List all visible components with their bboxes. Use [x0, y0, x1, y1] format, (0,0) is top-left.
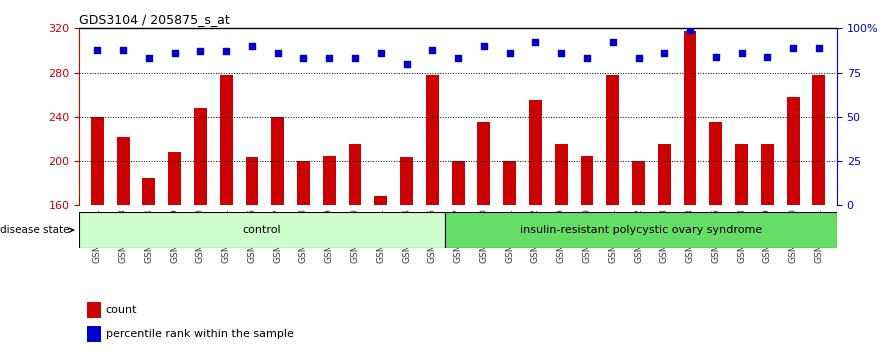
Point — [606, 40, 620, 45]
Point — [245, 43, 259, 49]
Bar — [812, 75, 825, 354]
Point — [632, 56, 646, 61]
Bar — [374, 196, 388, 354]
Bar — [219, 75, 233, 354]
Point — [270, 50, 285, 56]
Point — [529, 40, 543, 45]
Point — [219, 48, 233, 54]
Point — [116, 47, 130, 52]
Bar — [555, 144, 567, 354]
Bar — [684, 30, 697, 354]
Point — [167, 50, 181, 56]
Point — [374, 50, 388, 56]
Bar — [632, 161, 645, 354]
Bar — [452, 161, 464, 354]
Point — [760, 54, 774, 59]
Point — [426, 47, 440, 52]
Point — [812, 45, 826, 51]
Text: insulin-resistant polycystic ovary syndrome: insulin-resistant polycystic ovary syndr… — [520, 225, 762, 235]
Bar — [87, 326, 100, 342]
Text: GDS3104 / 205875_s_at: GDS3104 / 205875_s_at — [79, 13, 230, 26]
Bar — [246, 156, 258, 354]
Bar — [116, 137, 130, 354]
Bar — [529, 100, 542, 354]
Bar — [503, 161, 516, 354]
Point — [348, 56, 362, 61]
Point — [296, 56, 310, 61]
Bar — [735, 144, 748, 354]
Point — [709, 54, 723, 59]
Bar — [322, 155, 336, 354]
Point — [477, 43, 491, 49]
Bar — [426, 75, 439, 354]
Bar — [87, 302, 100, 318]
Bar — [606, 75, 619, 354]
Point — [580, 56, 594, 61]
Point — [786, 45, 800, 51]
Bar — [194, 108, 207, 354]
Point — [399, 61, 413, 67]
Bar — [143, 178, 155, 354]
FancyBboxPatch shape — [79, 212, 445, 248]
Bar — [761, 144, 774, 354]
Text: control: control — [243, 225, 282, 235]
Text: percentile rank within the sample: percentile rank within the sample — [106, 329, 293, 339]
Point — [735, 50, 749, 56]
Point — [657, 50, 671, 56]
Point — [142, 56, 156, 61]
Point — [503, 50, 517, 56]
FancyBboxPatch shape — [445, 212, 837, 248]
Bar — [787, 97, 800, 354]
Point — [322, 56, 337, 61]
Point — [193, 48, 207, 54]
Point — [554, 50, 568, 56]
Point — [90, 47, 104, 52]
Bar — [168, 152, 181, 354]
Bar — [400, 156, 413, 354]
Bar — [478, 122, 491, 354]
Point — [683, 27, 697, 33]
Point — [451, 56, 465, 61]
Text: disease state: disease state — [0, 225, 73, 235]
Bar — [297, 161, 310, 354]
Bar — [91, 117, 104, 354]
Bar — [658, 144, 670, 354]
Bar — [709, 122, 722, 354]
Bar — [349, 144, 361, 354]
Bar — [271, 117, 285, 354]
Text: count: count — [106, 305, 137, 315]
Bar — [581, 155, 594, 354]
